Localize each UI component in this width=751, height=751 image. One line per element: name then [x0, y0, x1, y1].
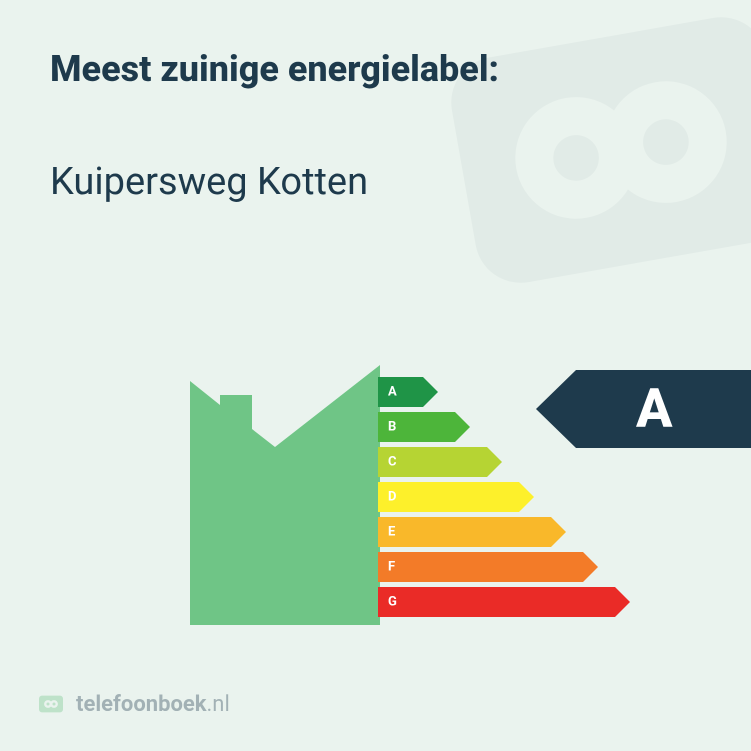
energy-bar-label: F — [388, 560, 395, 575]
footer-brand-bold: telefoonboek — [76, 692, 207, 717]
page-title: Meest zuinige energielabel: — [50, 48, 499, 90]
page-subtitle: Kuipersweg Kotten — [50, 160, 368, 204]
energy-bar-label: B — [388, 420, 396, 435]
energy-bar-label: E — [388, 525, 395, 540]
rating-label: A — [636, 378, 673, 441]
footer: telefoonboek.nl — [36, 689, 230, 719]
energy-bar-label: G — [388, 595, 397, 610]
footer-brand: telefoonboek.nl — [76, 692, 230, 717]
phonebook-icon — [36, 689, 66, 719]
energy-bar-label: A — [388, 385, 397, 400]
footer-brand-light: .nl — [207, 692, 230, 717]
house-icon — [190, 365, 380, 625]
energy-bar-label: C — [388, 455, 397, 470]
energy-bar-label: D — [388, 490, 396, 505]
rating-badge: A — [536, 370, 751, 448]
